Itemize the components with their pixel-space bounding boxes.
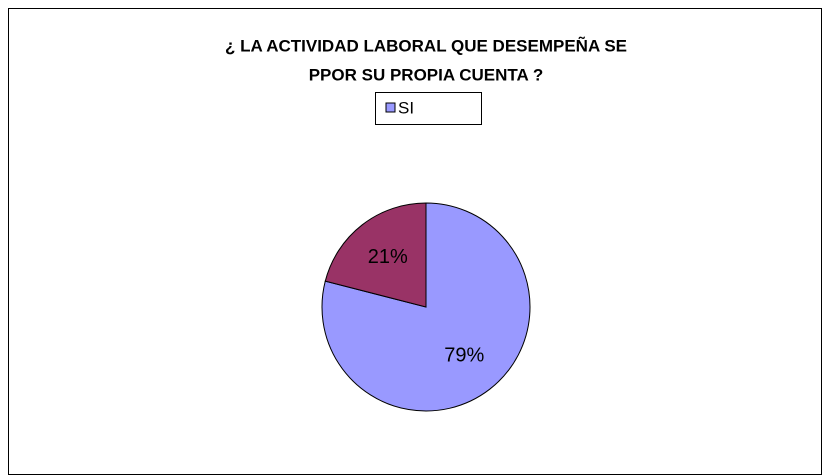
chart-title: ¿ LA ACTIVIDAD LABORAL QUE DESEMPEÑA SE <box>225 35 627 55</box>
pie-slice <box>321 202 531 412</box>
pie-slice <box>324 202 427 308</box>
legend-label: SI <box>398 98 414 117</box>
legend-swatch <box>385 102 396 113</box>
data-label: 79% <box>444 345 484 367</box>
chart-title: PPOR SU PROPIA CUENTA ? <box>309 65 544 84</box>
data-label: 21% <box>368 246 408 268</box>
